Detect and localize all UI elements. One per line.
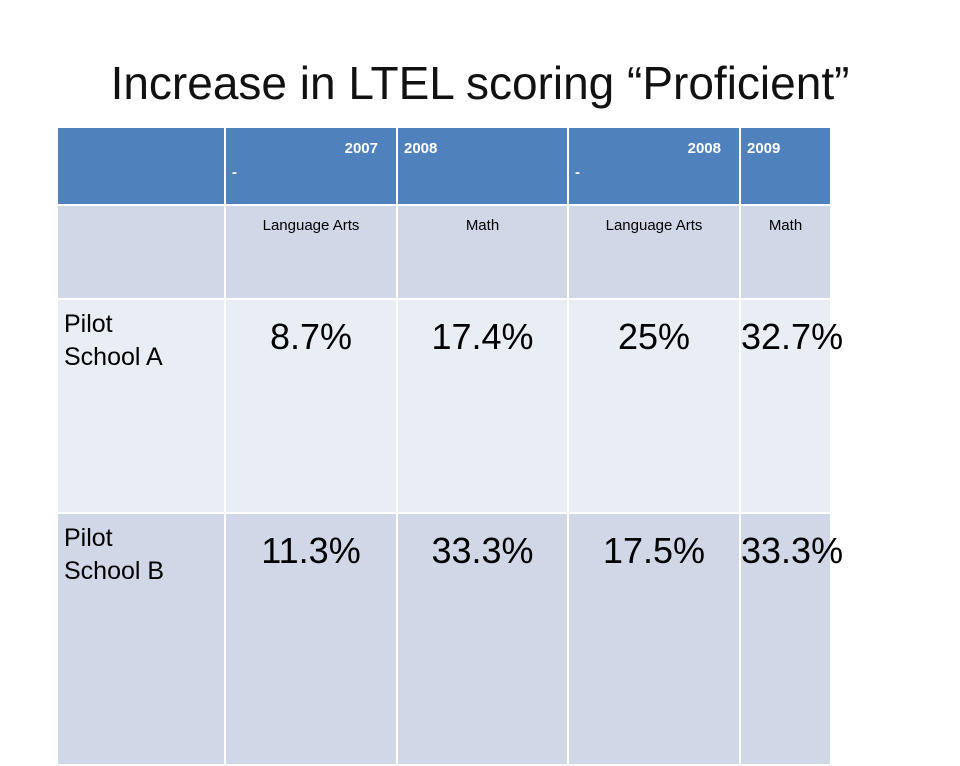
subject-cell: Language Arts bbox=[224, 204, 398, 300]
value-cell: 33.3% bbox=[396, 512, 569, 766]
header-year: 2008 bbox=[404, 140, 438, 157]
value-cell: 11.3% bbox=[224, 512, 398, 766]
row-label: Pilot School B bbox=[56, 512, 226, 766]
header-corner-cell bbox=[56, 126, 226, 206]
header-year: 2007 bbox=[344, 140, 378, 157]
row-label: Pilot School A bbox=[56, 298, 226, 514]
header-year: 2008 bbox=[687, 140, 721, 157]
row-label-line: Pilot bbox=[64, 524, 113, 552]
row-label-line: School B bbox=[64, 556, 165, 585]
value-cell: 33.3% bbox=[739, 512, 843, 766]
table-row: Pilot School A 8.7% 17.4% 25% 32.7% bbox=[56, 298, 843, 514]
subject-row: Language Arts Math Language Arts Math bbox=[56, 204, 832, 300]
value-cell: 17.4% bbox=[396, 298, 569, 514]
subject-label: Language Arts bbox=[605, 217, 703, 234]
header-year: 2009 bbox=[747, 140, 781, 157]
header-dash: - bbox=[232, 164, 237, 181]
header-row: 2007 - 2008 2008 - 2009 bbox=[56, 126, 832, 206]
header-dash: - bbox=[575, 164, 580, 181]
subject-label: Math bbox=[768, 217, 803, 234]
proficiency-table: 2007 - 2008 2008 - 2009 Language Arts Ma… bbox=[56, 126, 843, 766]
header-year-cell: 2008 bbox=[396, 126, 569, 206]
subject-cell: Math bbox=[739, 204, 832, 300]
value-cell: 17.5% bbox=[567, 512, 741, 766]
row-label-line: Pilot bbox=[64, 310, 113, 338]
header-year-cell: 2009 bbox=[739, 126, 832, 206]
subject-label: Math bbox=[465, 217, 500, 234]
subject-corner-cell bbox=[56, 204, 226, 300]
value-cell: 32.7% bbox=[739, 298, 843, 514]
value-cell: 25% bbox=[567, 298, 741, 514]
header-year-cell: 2008 - bbox=[567, 126, 741, 206]
slide-title: Increase in LTEL scoring “Proficient” bbox=[110, 57, 850, 109]
subject-label: Language Arts bbox=[262, 217, 360, 234]
row-label-line: School A bbox=[64, 342, 163, 371]
header-year-cell: 2007 - bbox=[224, 126, 398, 206]
subject-cell: Language Arts bbox=[567, 204, 741, 300]
subject-cell: Math bbox=[396, 204, 569, 300]
value-cell: 8.7% bbox=[224, 298, 398, 514]
table-row: Pilot School B 11.3% 33.3% 17.5% 33.3% bbox=[56, 512, 843, 766]
